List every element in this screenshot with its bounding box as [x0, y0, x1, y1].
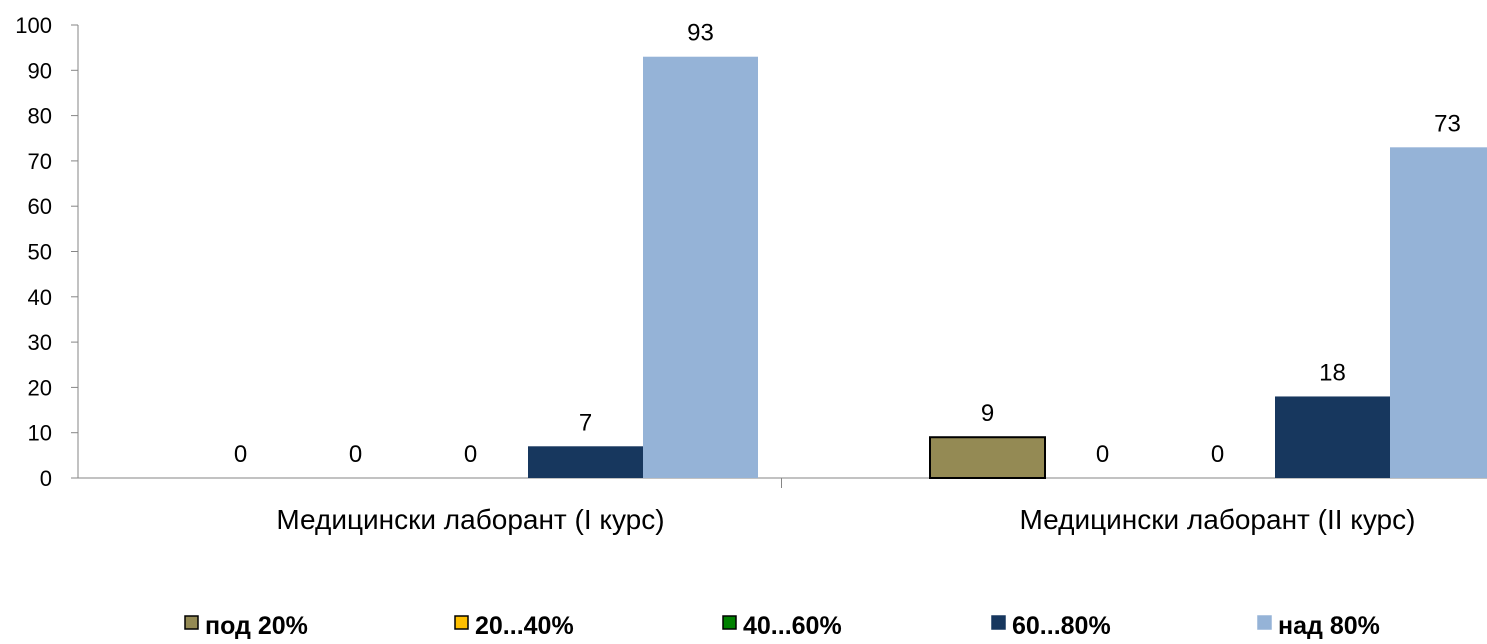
bar [643, 56, 758, 479]
legend-label: над 80% [1278, 612, 1380, 639]
data-label: 0 [234, 441, 247, 468]
data-label: 0 [1096, 441, 1109, 468]
data-label: 18 [1319, 359, 1346, 386]
data-label: 9 [981, 400, 994, 427]
legend-label: под 20% [205, 612, 308, 639]
x-category-label: Медицински лаборант (II курс) [1020, 504, 1416, 535]
legend-label: 60...80% [1012, 612, 1111, 639]
data-label: 73 [1434, 110, 1461, 137]
data-label: 0 [1211, 441, 1224, 468]
legend-swatch [991, 615, 1006, 630]
y-tick-label: 20 [28, 375, 52, 400]
legend-label: 40...60% [743, 612, 842, 639]
bar [1390, 147, 1487, 478]
x-category-label: Медицински лаборант (I курс) [276, 504, 664, 535]
y-tick-label: 50 [28, 240, 52, 265]
data-label: 0 [464, 441, 477, 468]
legend-swatch [454, 615, 469, 630]
legend-swatch [722, 615, 737, 630]
legend-swatch [1257, 615, 1272, 630]
y-tick-label: 100 [15, 13, 52, 38]
legend-swatch [184, 615, 199, 630]
y-tick-label: 10 [28, 421, 52, 446]
data-label: 93 [687, 20, 714, 47]
y-tick-label: 80 [28, 104, 52, 129]
y-tick-label: 40 [28, 285, 52, 310]
y-tick-label: 60 [28, 194, 52, 219]
y-tick-label: 70 [28, 149, 52, 174]
legend-label: 20...40% [475, 612, 574, 639]
data-label: 7 [579, 409, 592, 436]
bar [528, 446, 643, 478]
y-tick-label: 0 [40, 466, 52, 491]
y-tick-label: 90 [28, 58, 52, 83]
bar [1275, 396, 1390, 478]
y-tick-label: 30 [28, 330, 52, 355]
data-label: 0 [349, 441, 362, 468]
bar [929, 436, 1046, 480]
